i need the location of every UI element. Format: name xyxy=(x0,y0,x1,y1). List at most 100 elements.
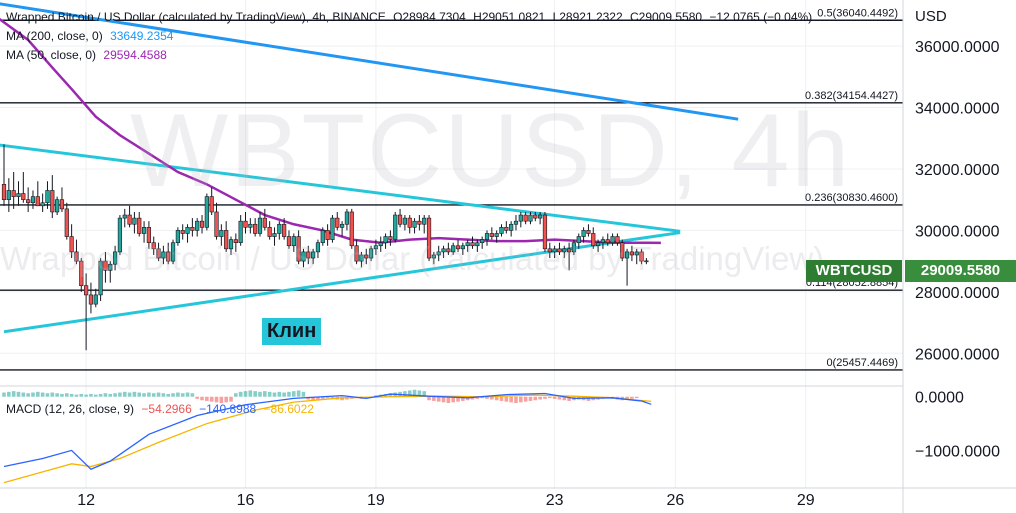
candle-body xyxy=(446,248,451,253)
macd-histogram-bar xyxy=(320,396,325,399)
macd-histogram-bar xyxy=(523,396,528,402)
candle-body xyxy=(567,248,572,253)
candle-body xyxy=(591,233,596,247)
fib-label: 0.236(30830.4600) xyxy=(805,192,898,204)
candle-body xyxy=(605,239,610,243)
macd-histogram-bar xyxy=(55,393,59,397)
candle-body xyxy=(6,190,11,200)
candle-body xyxy=(518,214,523,222)
candle-body xyxy=(460,245,465,250)
y-tick-label: 36000.0000 xyxy=(915,39,1000,56)
candle-body xyxy=(407,217,412,228)
macd-histogram-bar xyxy=(89,393,93,397)
macd-histogram-bar xyxy=(325,396,330,399)
candle-body xyxy=(368,248,374,259)
candle-body xyxy=(378,242,383,247)
candle-body xyxy=(112,251,118,265)
macd-histogram-bar xyxy=(630,396,634,399)
candle-body xyxy=(228,239,234,250)
candle-body xyxy=(45,190,50,204)
macd-histogram-bar xyxy=(634,396,639,399)
macd-histogram-bar xyxy=(142,393,146,397)
macd-histogram-bar xyxy=(538,396,542,400)
candle-body xyxy=(224,230,229,250)
macd-histogram-bar xyxy=(412,389,417,397)
candle-body xyxy=(320,230,325,243)
candle-body xyxy=(451,245,456,253)
candle-body xyxy=(629,251,634,256)
macd-histogram-bar xyxy=(176,392,180,397)
y-tick-label: 34000.0000 xyxy=(915,101,1000,118)
candle-body xyxy=(615,236,620,243)
macd-histogram-bar xyxy=(316,396,320,400)
candle-body xyxy=(513,220,519,225)
macd-legend[interactable]: MACD (12, 26, close, 9) −54.2966 −140.89… xyxy=(6,402,318,416)
trendline-wedge-upper[interactable] xyxy=(0,143,681,233)
candle-body xyxy=(436,251,441,256)
macd-histogram-bar xyxy=(427,396,431,401)
candle-body xyxy=(103,260,108,271)
candle-body xyxy=(21,193,26,200)
candle-body xyxy=(214,211,219,237)
macd-histogram-bar xyxy=(122,391,127,397)
candle-body xyxy=(156,248,161,259)
candle-body xyxy=(557,248,562,253)
macd-line-value: −140.8988 xyxy=(199,402,257,416)
y-tick-label: 30000.0000 xyxy=(915,223,1000,240)
candle-body xyxy=(79,260,84,286)
candle-body xyxy=(161,251,166,259)
candle-body xyxy=(35,196,40,207)
macd-histogram-bar xyxy=(132,391,137,397)
macd-histogram-bar xyxy=(234,393,238,397)
candle-body xyxy=(195,220,200,231)
macd-histogram-bar xyxy=(180,393,185,397)
candle-body xyxy=(315,242,321,253)
macd-histogram-bar xyxy=(282,392,286,397)
fib-label: 0(25457.4469) xyxy=(826,357,898,369)
macd-histogram-bar xyxy=(98,393,103,397)
candle-body xyxy=(127,214,132,225)
candle-body xyxy=(364,254,369,259)
macd-histogram-bar xyxy=(229,396,233,402)
ma50-value: 29594.4588 xyxy=(103,48,167,62)
candle-body xyxy=(552,248,557,253)
candle-body xyxy=(397,214,403,225)
macd-histogram-bar xyxy=(205,396,209,401)
trendline-ma200-trend[interactable] xyxy=(0,0,739,121)
macd-histogram-bar xyxy=(7,391,11,397)
macd-histogram-bar xyxy=(465,396,470,401)
macd-histogram-bar xyxy=(253,391,257,397)
candle-body xyxy=(441,248,446,253)
macd-signal-line xyxy=(3,394,652,484)
candle-body xyxy=(74,251,79,262)
candle-body xyxy=(417,220,422,225)
candle-body xyxy=(499,227,504,234)
ma200-legend[interactable]: MA (200, close, 0) 33649.2354 xyxy=(6,29,177,43)
macd-signal-value: −86.6022 xyxy=(263,402,314,416)
currency-label[interactable]: USD xyxy=(915,8,947,25)
ma50-legend[interactable]: MA (50, close, 0) 29594.4588 xyxy=(6,48,171,62)
fib-label: 0.5(36040.4492) xyxy=(817,7,898,19)
wedge-annotation[interactable]: Клин xyxy=(262,318,322,345)
candle-body xyxy=(50,190,55,213)
macd-histogram-bar xyxy=(156,392,161,397)
macd-histogram-bar xyxy=(84,394,88,397)
header-low: L28921.2322 xyxy=(552,10,623,24)
macd-histogram-bar xyxy=(446,396,451,404)
candle-body xyxy=(523,214,528,222)
x-tick-label: 19 xyxy=(367,492,385,509)
candle-body xyxy=(286,236,292,247)
x-tick-label: 23 xyxy=(546,492,564,509)
candle-body xyxy=(88,294,94,305)
candle-body xyxy=(98,260,103,296)
candle-body xyxy=(59,199,65,210)
candle-body xyxy=(219,230,224,237)
candle-body xyxy=(600,239,606,243)
candle-body xyxy=(562,248,567,253)
macd-histogram-bar xyxy=(258,391,262,397)
candle-body xyxy=(238,220,243,243)
candle-body xyxy=(141,227,147,234)
macd-hist-value: −54.2966 xyxy=(141,402,192,416)
x-tick-label: 12 xyxy=(77,492,95,509)
